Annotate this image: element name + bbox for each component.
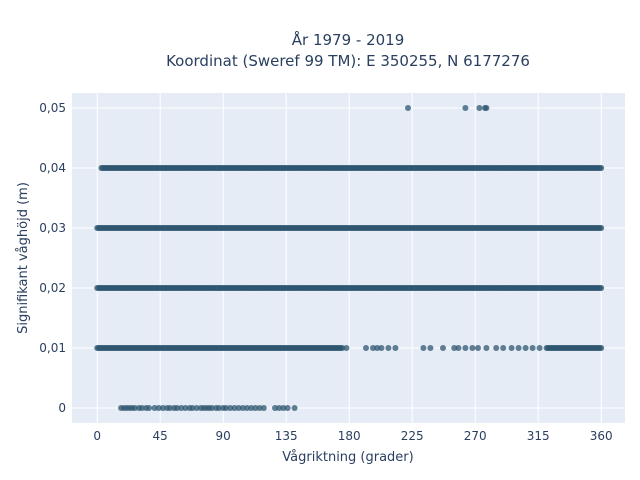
data-point	[462, 345, 469, 351]
data-point	[451, 345, 458, 351]
data-point	[462, 105, 469, 111]
data-point	[427, 345, 434, 351]
y-tick-label: 0,04	[39, 161, 66, 175]
data-point	[405, 105, 411, 111]
data-point	[280, 405, 287, 411]
chart-title-line1: År 1979 - 2019	[292, 30, 405, 49]
data-point	[139, 405, 145, 411]
data-point	[260, 405, 267, 411]
x-tick-label: 45	[153, 429, 168, 443]
x-tick-label: 135	[275, 429, 298, 443]
plot-area	[72, 93, 625, 423]
data-point	[522, 345, 529, 351]
data-point	[227, 405, 234, 411]
data-point	[146, 405, 152, 411]
data-point	[370, 345, 376, 351]
data-point	[378, 345, 385, 351]
data-point	[231, 405, 238, 411]
data-point	[160, 405, 166, 411]
data-point	[132, 405, 138, 411]
data-point	[374, 345, 381, 351]
data-point	[189, 405, 196, 411]
x-tick-label: 270	[464, 429, 487, 443]
data-point	[339, 345, 346, 351]
data-point	[469, 345, 476, 351]
data-point	[151, 405, 158, 411]
x-tick-label: 0	[93, 429, 101, 443]
data-point	[256, 405, 263, 411]
y-tick-label: 0,02	[39, 281, 66, 295]
y-tick-label: 0	[58, 401, 66, 415]
data-point	[291, 405, 298, 411]
x-tick-label: 180	[338, 429, 361, 443]
data-point	[167, 405, 173, 411]
y-tick-label: 0,05	[39, 101, 66, 115]
data-point	[178, 405, 185, 411]
data-point	[598, 285, 605, 291]
x-tick-label: 90	[216, 429, 231, 443]
data-point	[455, 345, 462, 351]
chart-title-line2: Koordinat (Sweref 99 TM): E 350255, N 61…	[166, 52, 530, 70]
data-point	[440, 345, 446, 351]
x-tick-label: 225	[401, 429, 424, 443]
data-point	[385, 345, 392, 351]
data-point	[284, 405, 291, 411]
data-point	[598, 345, 605, 351]
x-tick-label: 315	[527, 429, 550, 443]
y-tick-labels: 0 0,01 0,02 0,03 0,04 0,05	[39, 101, 66, 415]
data-point	[483, 345, 490, 351]
data-point	[276, 405, 283, 411]
data-point	[598, 165, 605, 171]
data-point	[223, 405, 229, 411]
data-point	[248, 405, 255, 411]
data-point	[508, 345, 515, 351]
data-point	[174, 405, 180, 411]
y-tick-label: 0,01	[39, 341, 66, 355]
data-point	[476, 105, 483, 111]
data-point	[536, 345, 543, 351]
data-point	[515, 345, 522, 351]
data-point	[252, 405, 259, 411]
data-point	[475, 345, 481, 351]
data-point	[193, 405, 200, 411]
x-axis-title: Vågriktning (grader)	[282, 450, 413, 465]
data-point	[500, 345, 507, 351]
x-tick-labels: 0 45 90 135 180 225 270 315 360	[93, 429, 612, 443]
data-point	[420, 345, 427, 351]
data-point	[392, 345, 399, 351]
data-point	[363, 345, 369, 351]
data-point	[598, 225, 605, 231]
data-point	[182, 405, 189, 411]
data-point	[493, 345, 500, 351]
data-point	[239, 405, 246, 411]
data-point	[272, 405, 278, 411]
data-point	[343, 345, 350, 351]
data-point	[155, 405, 162, 411]
data-point	[529, 345, 536, 351]
data-point	[483, 105, 490, 111]
data-points	[94, 105, 605, 411]
x-grid	[96, 93, 602, 423]
data-point	[209, 405, 215, 411]
data-point	[235, 405, 242, 411]
data-point	[216, 405, 222, 411]
x-tick-label: 360	[590, 429, 613, 443]
y-axis-title: Signifikant våghöjd (m)	[16, 182, 31, 334]
data-point	[244, 405, 250, 411]
y-tick-label: 0,03	[39, 221, 66, 235]
